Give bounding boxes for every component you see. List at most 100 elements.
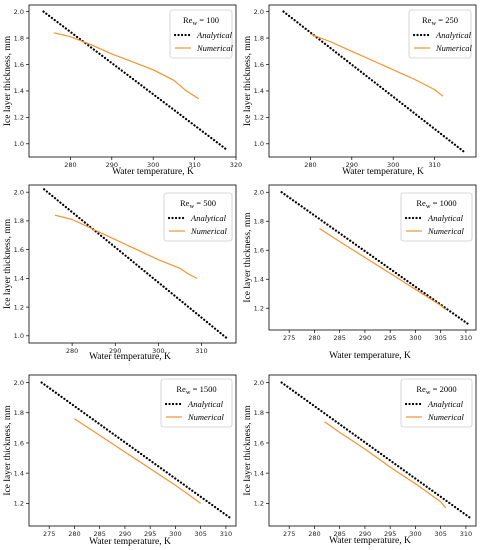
x-tick-label: 295: [384, 530, 396, 538]
y-tick-label: 1.8: [254, 409, 264, 417]
legend-box: [160, 378, 233, 428]
y-axis-label: Ice layer thickness, mm: [243, 212, 253, 303]
y-tick-label: 2.0: [14, 188, 24, 196]
x-axis-label: Water temperature, K: [112, 167, 194, 177]
legend-title: Rew = 2000: [416, 384, 456, 396]
x-axis-label: Water temperature, K: [89, 537, 171, 547]
series-numerical-line: [74, 418, 202, 504]
x-tick-label: 310: [220, 530, 232, 538]
legend-title: Rew = 500: [180, 198, 216, 210]
chart-panel-4: 275 280 285 290 295 300 305 310 1.2 1.4 1.6 1.8 2.0 W…: [243, 184, 477, 361]
x-tick-label: 290: [346, 161, 358, 169]
legend-label-numerical: Numerical: [196, 43, 234, 53]
legend-title: Rew = 250: [422, 15, 458, 27]
chart-panel-1: 280 290 300 310 320 1.0 1.2 1.4 1.6 1.8 2.0 Water t…: [3, 4, 242, 177]
x-tick-label: 280: [308, 334, 320, 342]
y-axis-label: Ice layer thickness, mm: [3, 218, 13, 309]
y-tick-label: 1.6: [14, 439, 24, 447]
legend-title: Rew = 100: [183, 15, 219, 27]
legend: Rew = 1500 Analytical Numerical: [160, 378, 233, 428]
x-tick-label: 305: [434, 530, 446, 538]
y-tick-label: 1.2: [14, 303, 24, 311]
y-tick-label: 1.4: [14, 275, 24, 283]
legend: Rew = 100 Analytical Numerical: [169, 9, 234, 59]
x-tick-label: 300: [152, 347, 164, 355]
x-tick-label: 285: [333, 334, 345, 342]
legend-title: Rew = 1500: [176, 384, 216, 396]
y-tick-label: 1.6: [254, 61, 264, 69]
legend-label-numerical: Numerical: [187, 412, 225, 422]
y-axis-label: Ice layer thickness, mm: [3, 405, 13, 496]
legend-label-numerical: Numerical: [427, 226, 465, 236]
y-tick-label: 1.2: [254, 114, 264, 122]
x-tick-label: 305: [194, 530, 206, 538]
series-analytical-line: [280, 381, 473, 520]
y-axis-label: Ice layer thickness, mm: [3, 35, 13, 126]
x-tick-label: 300: [169, 530, 181, 538]
y-tick-label: 2.0: [14, 379, 24, 387]
y-tick-label: 1.0: [14, 332, 24, 340]
x-tick-label: 300: [409, 334, 421, 342]
legend: Rew = 500 Analytical Numerical: [163, 192, 233, 242]
series-numerical-line: [319, 227, 447, 311]
y-tick-label: 1.4: [254, 276, 264, 284]
x-tick-label: 280: [308, 530, 320, 538]
y-tick-label: 1.8: [14, 34, 24, 42]
x-tick-label: 275: [283, 334, 295, 342]
x-axis-label: Water temperature, K: [342, 167, 424, 177]
y-tick-label: 1.6: [14, 246, 24, 254]
plot-frame: [268, 374, 477, 527]
y-tick-label: 2.0: [254, 379, 264, 387]
x-tick-label: 310: [460, 334, 472, 342]
x-tick-label: 280: [304, 161, 316, 169]
x-tick-label: 310: [460, 530, 472, 538]
y-tick-label: 1.2: [254, 500, 264, 508]
x-axis-label: Water temperature, K: [89, 352, 171, 362]
series-analytical-line: [42, 188, 229, 340]
series-analytical-line: [280, 191, 470, 326]
series-numerical-line: [324, 421, 447, 509]
y-tick-label: 1.8: [14, 217, 24, 225]
x-tick-label: 295: [384, 334, 396, 342]
legend-label-numerical: Numerical: [427, 412, 465, 422]
x-tick-label: 290: [119, 530, 131, 538]
x-tick-label: 320: [230, 161, 242, 169]
legend-title: Rew = 1000: [416, 198, 456, 210]
x-tick-label: 300: [387, 161, 399, 169]
y-tick-label: 1.4: [14, 87, 24, 95]
legend-label-analytical: Analytical: [427, 399, 464, 409]
y-axis-label: Ice layer thickness, mm: [243, 35, 253, 126]
plot-frame: [28, 4, 237, 158]
x-tick-label: 275: [43, 530, 55, 538]
legend-label-numerical: Numerical: [435, 43, 473, 53]
legend-label-analytical: Analytical: [190, 213, 227, 223]
x-tick-label: 310: [195, 347, 207, 355]
x-tick-label: 310: [428, 161, 440, 169]
x-tick-label: 290: [359, 530, 371, 538]
legend-label-analytical: Analytical: [196, 30, 233, 40]
y-tick-label: 1.4: [254, 469, 264, 477]
y-tick-label: 1.2: [14, 500, 24, 508]
x-tick-label: 280: [68, 530, 80, 538]
y-tick-label: 1.8: [254, 218, 264, 226]
x-tick-label: 290: [109, 347, 121, 355]
y-tick-label: 2.0: [14, 8, 24, 16]
x-tick-label: 275: [283, 530, 295, 538]
legend: Rew = 2000 Analytical Numerical: [400, 378, 473, 428]
x-axis-label: Water temperature, K: [329, 536, 411, 546]
legend-box: [169, 9, 233, 59]
series-numerical-line: [310, 33, 444, 97]
plot-frame: [28, 184, 237, 344]
y-tick-label: 1.6: [14, 61, 24, 69]
y-tick-label: 2.0: [254, 8, 264, 16]
x-tick-label: 290: [359, 334, 371, 342]
x-tick-label: 310: [188, 161, 200, 169]
chart-panel-6: 275 280 285 290 295 300 305 310 1.2 1.4 1.6 1.8 2.0 W…: [243, 374, 477, 546]
legend: Rew = 1000 Analytical Numerical: [400, 192, 473, 242]
y-tick-label: 1.4: [14, 469, 24, 477]
legend-label-analytical: Analytical: [187, 399, 224, 409]
legend-box: [400, 192, 473, 242]
y-tick-label: 1.2: [14, 114, 24, 122]
x-tick-label: 285: [93, 530, 105, 538]
